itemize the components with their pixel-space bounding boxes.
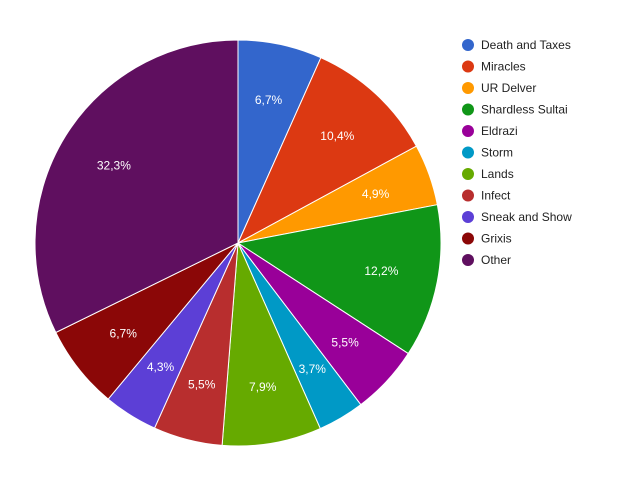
legend-item: Lands [462,167,514,181]
legend-label: Shardless Sultai [481,103,568,117]
legend-item: Infect [462,189,511,203]
legend-label: Eldrazi [481,124,518,138]
legend-item: Storm [462,146,513,160]
legend-swatch [462,39,474,51]
legend-swatch [462,60,474,73]
pie-slice-lands [221,242,321,447]
legend-item: UR Delver [462,81,536,95]
slice-label: 32,3% [97,159,131,173]
pie-slice-miracles [236,57,418,245]
legend-swatch [462,211,474,223]
legend-item: Death and Taxes [462,38,571,52]
legend-label: Storm [481,146,513,160]
slice-label: 4,3% [147,360,175,374]
legend-swatch [462,254,474,266]
legend-item: Eldrazi [462,124,518,138]
legend-item: Sneak and Show [462,210,572,224]
slice-label: 4,9% [362,187,390,201]
legend-swatch [462,168,474,180]
legend-swatch [462,103,474,116]
legend-swatch [462,125,474,137]
slice-label: 6,7% [110,326,138,340]
pie-slice-other [34,39,239,334]
slice-label: 5,5% [331,336,359,350]
slice-label: 6,7% [255,93,283,107]
legend: Death and Taxes Miracles UR Delver Shardles… [462,38,572,267]
legend-swatch [462,189,474,202]
pie-slices [34,39,442,447]
legend-swatch [462,82,474,94]
slice-label: 10,4% [320,129,354,143]
legend-item: Other [462,253,511,267]
legend-label: Miracles [481,60,526,74]
legend-label: UR Delver [481,81,536,95]
legend-label: Grixis [481,232,512,246]
legend-label: Other [481,253,511,267]
legend-item: Grixis [462,232,512,246]
legend-label: Infect [481,189,511,203]
slice-label: 7,9% [249,380,277,394]
pie-slice-labels: 6,7% 10,4% 4,9% 12,2% 5,5% 3,7% 7,9% 5,5% 4,3% 6,… [97,93,399,394]
legend-swatch [462,232,474,245]
pie-slice-shardless-sultai [236,204,442,355]
slice-label: 12,2% [364,264,398,278]
legend-item: Shardless Sultai [462,103,568,117]
legend-label: Death and Taxes [481,38,571,52]
legend-label: Sneak and Show [481,210,572,224]
legend-item: Miracles [462,60,526,74]
legend-swatch [462,146,474,159]
legend-label: Lands [481,167,514,181]
slice-label: 3,7% [299,362,327,376]
slice-label: 5,5% [188,378,216,392]
